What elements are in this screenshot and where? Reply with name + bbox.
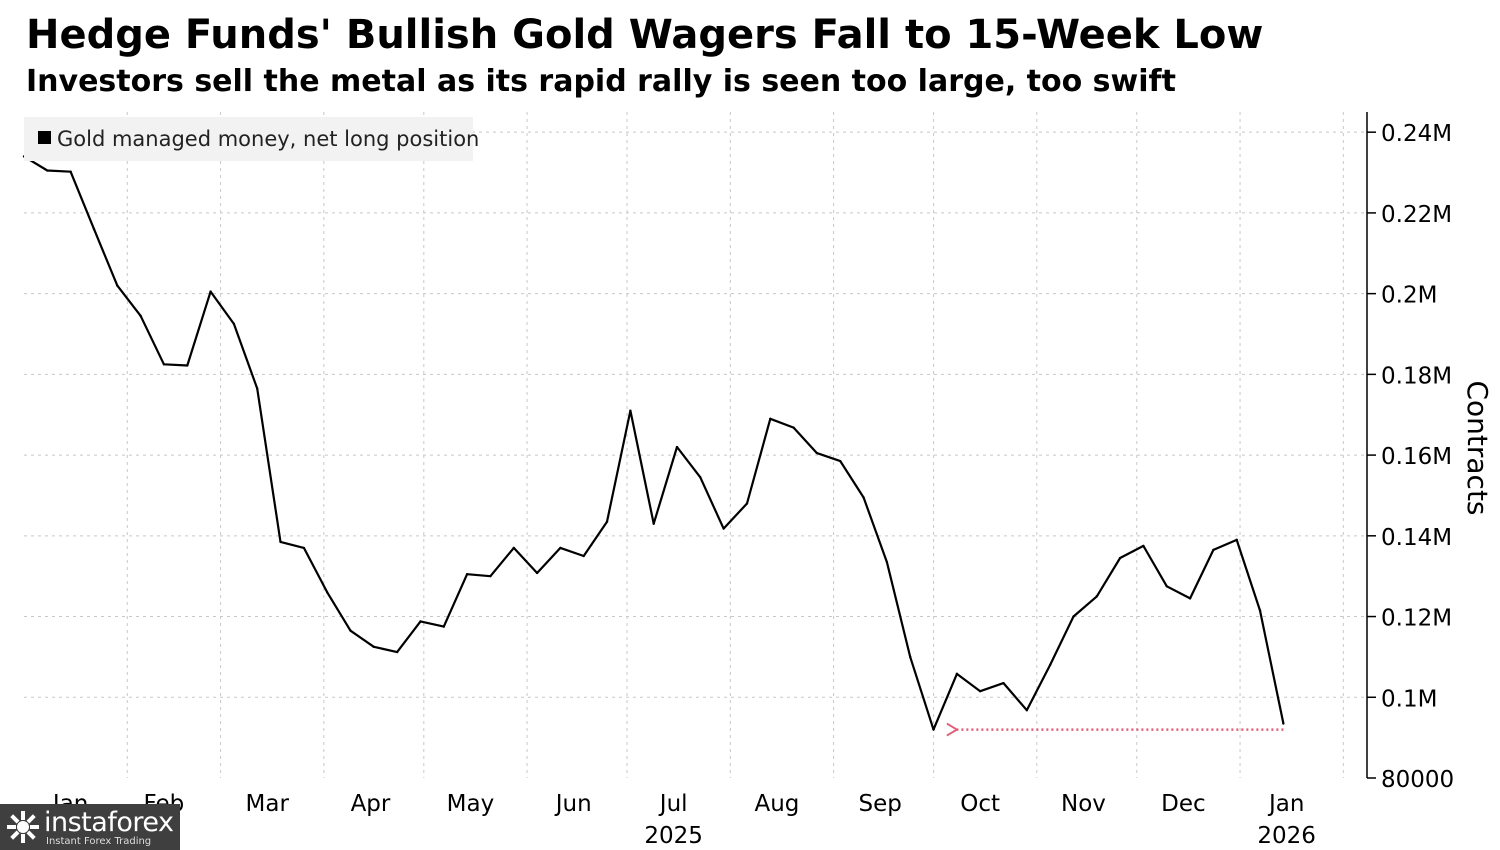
data-point	[419, 620, 422, 623]
y-axis-title: Contracts	[1461, 380, 1494, 515]
data-point	[1118, 556, 1122, 560]
y-tick-label: 0.12M	[1381, 606, 1452, 632]
data-point	[745, 502, 749, 505]
data-point	[1165, 585, 1168, 588]
data-point	[465, 572, 469, 576]
data-point	[815, 451, 819, 455]
y-tick-label: 0.14M	[1381, 525, 1452, 551]
series-layer	[22, 155, 1285, 731]
instaforex-logo-icon	[7, 811, 39, 843]
data-point	[1282, 722, 1285, 725]
x-year-label: 2026	[1257, 823, 1316, 849]
x-tick-label: Mar	[246, 791, 290, 817]
series-line	[23, 155, 1285, 731]
data-point	[1258, 609, 1262, 612]
data-point	[372, 645, 376, 649]
data-point	[1048, 663, 1052, 667]
x-tick-label: Dec	[1161, 791, 1206, 817]
grid	[24, 112, 1367, 778]
y-tick-label: 0.22M	[1381, 202, 1452, 228]
data-point	[885, 560, 889, 564]
legend-box	[24, 117, 473, 161]
data-point	[652, 522, 655, 525]
watermark: instaforex Instant Forex Trading	[0, 804, 180, 850]
data-point	[92, 227, 96, 231]
data-point	[69, 170, 72, 173]
y-tick-label: 0.18M	[1381, 363, 1452, 389]
data-point	[1095, 595, 1098, 598]
data-point	[978, 690, 982, 693]
y-axis: 80000 0.1M 0.12M 0.14M 0.16M 0.18M 0.2M 0.22M 0.…	[1366, 112, 1454, 793]
legend-label: Gold managed money, net long position	[57, 127, 479, 151]
data-point	[162, 363, 166, 366]
data-point	[395, 650, 399, 654]
x-tick-label: Oct	[960, 791, 1000, 817]
data-point	[699, 476, 702, 479]
data-point	[839, 459, 842, 463]
x-tick-label: Jul	[658, 791, 688, 817]
data-point	[605, 520, 609, 523]
chart-title: Hedge Funds' Bullish Gold Wagers Fall to…	[26, 12, 1264, 58]
y-tick-label: 0.24M	[1381, 121, 1452, 147]
data-point	[535, 571, 539, 575]
data-point	[909, 655, 912, 659]
data-point	[302, 546, 306, 550]
x-tick-label: Jun	[554, 791, 592, 817]
x-axis: JanFebMarAprMayJunJulAugSepOctNovDecJan2…	[51, 791, 1316, 849]
data-point	[139, 314, 142, 318]
data-point	[442, 625, 445, 628]
y-tick-label: 0.1M	[1381, 686, 1437, 712]
data-point	[489, 574, 492, 578]
data-point	[1188, 597, 1192, 600]
data-point	[675, 445, 679, 449]
data-point	[512, 546, 515, 550]
y-tick-label: 80000	[1381, 767, 1454, 793]
x-tick-label: Aug	[754, 791, 799, 817]
x-tick-label: May	[447, 791, 495, 817]
data-point	[1072, 615, 1075, 618]
data-point	[1025, 708, 1029, 712]
x-tick-label: Nov	[1061, 791, 1106, 817]
x-tick-label: Sep	[859, 791, 902, 817]
data-point	[769, 417, 772, 420]
legend: Gold managed money, net long position	[24, 117, 479, 161]
data-point	[116, 284, 119, 287]
data-point	[582, 554, 585, 558]
data-point	[1235, 538, 1238, 542]
y-tick-label: 0.16M	[1381, 444, 1452, 470]
watermark-tagline: Instant Forex Trading	[46, 836, 152, 847]
data-point	[862, 496, 865, 499]
legend-swatch	[38, 131, 51, 144]
data-point	[349, 629, 352, 632]
watermark-name: instaforex	[44, 807, 174, 838]
data-point	[279, 540, 282, 544]
data-point	[629, 409, 632, 412]
x-year-label: 2025	[644, 823, 703, 849]
data-point	[792, 426, 795, 429]
data-point	[46, 169, 49, 172]
data-point	[955, 672, 959, 676]
data-point	[209, 290, 212, 293]
data-point	[1142, 544, 1145, 548]
y-tick-label: 0.2M	[1381, 283, 1437, 309]
x-tick-label: Jan	[1267, 791, 1304, 817]
data-point	[722, 527, 725, 530]
data-point	[325, 591, 329, 594]
data-point	[932, 728, 935, 731]
data-point	[232, 322, 236, 326]
data-point	[256, 387, 259, 390]
data-point	[559, 546, 562, 550]
data-point	[1002, 681, 1005, 685]
x-tick-label: Apr	[351, 791, 391, 817]
chart-subtitle: Investors sell the metal as its rapid ra…	[26, 64, 1176, 99]
data-point	[1212, 548, 1215, 552]
data-point	[186, 364, 189, 367]
